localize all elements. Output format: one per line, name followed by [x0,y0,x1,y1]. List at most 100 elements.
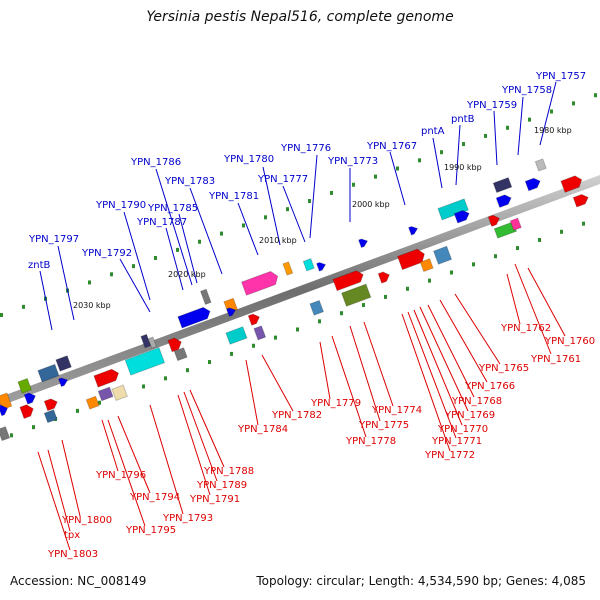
leader-line [262,166,281,246]
gene-feature [199,288,212,306]
leader-line [39,270,53,331]
gene-label-ypn-1779[interactable]: YPN_1779 [310,398,361,409]
gene-label-ypn-1783[interactable]: YPN_1783 [164,176,215,187]
tick-dot [560,229,563,234]
leader-line [183,391,218,482]
tick-dot [198,239,201,244]
leader-line [177,394,211,496]
tick-dot [318,319,321,324]
gene-feature [0,404,9,417]
gene-label-ypn-1772[interactable]: YPN_1772 [424,450,475,461]
gene-label-ypn-1803[interactable]: YPN_1803 [47,549,98,560]
gene-label-ypn-1765[interactable]: YPN_1765 [478,363,529,374]
gene-feature [453,209,470,224]
gene-feature [560,175,583,193]
gene-label-ypn-1787[interactable]: YPN_1787 [136,217,187,228]
gene-label-ypn-1757[interactable]: YPN_1757 [535,71,586,82]
gene-label-ypn-1767[interactable]: YPN_1767 [366,141,417,152]
leader-line [527,267,566,337]
tick-dot [220,231,223,236]
gene-arrow [453,209,470,224]
gene-label-ypn-1780[interactable]: YPN_1780 [223,154,274,165]
tick-dot [396,166,399,171]
gene-label-tpx[interactable]: tpx [64,530,80,541]
gene-label-ypn-1759[interactable]: YPN_1759 [466,100,517,111]
leader-line [309,154,318,239]
gene-block [111,384,128,402]
tick-dot [110,272,113,277]
gene-label-ypn-1760[interactable]: YPN_1760 [544,336,595,347]
gene-label-ypn-1785[interactable]: YPN_1785 [147,203,198,214]
gene-label-ypn-1773[interactable]: YPN_1773 [327,156,378,167]
tick-dot [572,101,575,106]
gene-label-ypn-1784[interactable]: YPN_1784 [237,424,288,435]
gene-label-ypn-1788[interactable]: YPN_1788 [203,466,254,477]
gene-label-ypn-1782[interactable]: YPN_1782 [271,410,322,421]
gene-label-ypn-1777[interactable]: YPN_1777 [257,174,308,185]
tick-dot [142,384,145,389]
gene-label-ypn-1786[interactable]: YPN_1786 [130,157,181,168]
gene-feature [97,386,114,402]
gene-feature [173,347,188,362]
gene-label-ypn-1790[interactable]: YPN_1790 [95,200,146,211]
gene-arrow [43,398,58,412]
gene-label-pnta[interactable]: pntA [421,126,445,137]
scale-label-2030: 2030 kbp [73,301,111,310]
gene-arrow [572,193,589,208]
gene-label-ypn-1761[interactable]: YPN_1761 [530,354,581,365]
leader-line [432,137,443,189]
gene-arrow [247,313,261,326]
leader-line [493,110,498,166]
gene-feature [247,313,261,326]
scale-label-1990: 1990 kbp [444,163,482,172]
gene-label-ypn-1797[interactable]: YPN_1797 [28,234,79,245]
gene-label-ypn-1781[interactable]: YPN_1781 [208,191,259,202]
leader-line [155,168,193,286]
gene-label-ypn-1776[interactable]: YPN_1776 [280,143,331,154]
gene-feature [487,214,501,228]
gene-label-ypn-1791[interactable]: YPN_1791 [189,494,240,505]
gene-block [492,176,513,194]
leader-line [261,354,294,412]
leader-line [407,311,457,439]
gene-label-ypn-1789[interactable]: YPN_1789 [196,480,247,491]
gene-block [302,258,315,272]
gene-label-ypn-1769[interactable]: YPN_1769 [444,410,495,421]
gene-label-ypn-1774[interactable]: YPN_1774 [371,405,422,416]
gene-block [509,217,522,231]
gene-label-ypn-1794[interactable]: YPN_1794 [129,492,180,503]
gene-arrow [560,175,583,193]
gene-label-ypn-1795[interactable]: YPN_1795 [125,525,176,536]
leader-line [401,313,451,452]
gene-label-ypn-1792[interactable]: YPN_1792 [81,248,132,259]
tick-dot [494,254,497,259]
gene-label-ypn-1770[interactable]: YPN_1770 [437,424,488,435]
gene-label-ypn-1778[interactable]: YPN_1778 [345,436,396,447]
gene-label-ypn-1775[interactable]: YPN_1775 [358,420,409,431]
gene-arrow [0,404,9,417]
gene-arrow [167,337,182,353]
accession-text: Accession: NC_008149 [10,574,147,588]
tick-dot [406,286,409,291]
gene-label-ypn-1768[interactable]: YPN_1768 [451,396,502,407]
leader-line [349,325,381,422]
gene-feature [534,158,547,172]
gene-label-zntb[interactable]: zntB [28,260,51,271]
gene-label-ypn-1796[interactable]: YPN_1796 [95,470,146,481]
gene-label-pntb[interactable]: pntB [451,114,475,125]
gene-feature [167,337,182,353]
gene-label-ypn-1771[interactable]: YPN_1771 [431,436,482,447]
gene-label-ypn-1762[interactable]: YPN_1762 [500,323,551,334]
gene-label-ypn-1800[interactable]: YPN_1800 [61,515,112,526]
gene-arrow [524,177,541,192]
gene-label-ypn-1758[interactable]: YPN_1758 [501,85,552,96]
leader-line [47,449,71,532]
tick-dot [308,199,311,204]
tick-dot [440,150,443,155]
gene-feature [0,425,11,442]
leader-line [427,304,475,398]
gene-label-ypn-1766[interactable]: YPN_1766 [464,381,515,392]
tick-dot [330,190,333,195]
gene-label-ypn-1793[interactable]: YPN_1793 [162,513,213,524]
tick-dot [230,351,233,356]
